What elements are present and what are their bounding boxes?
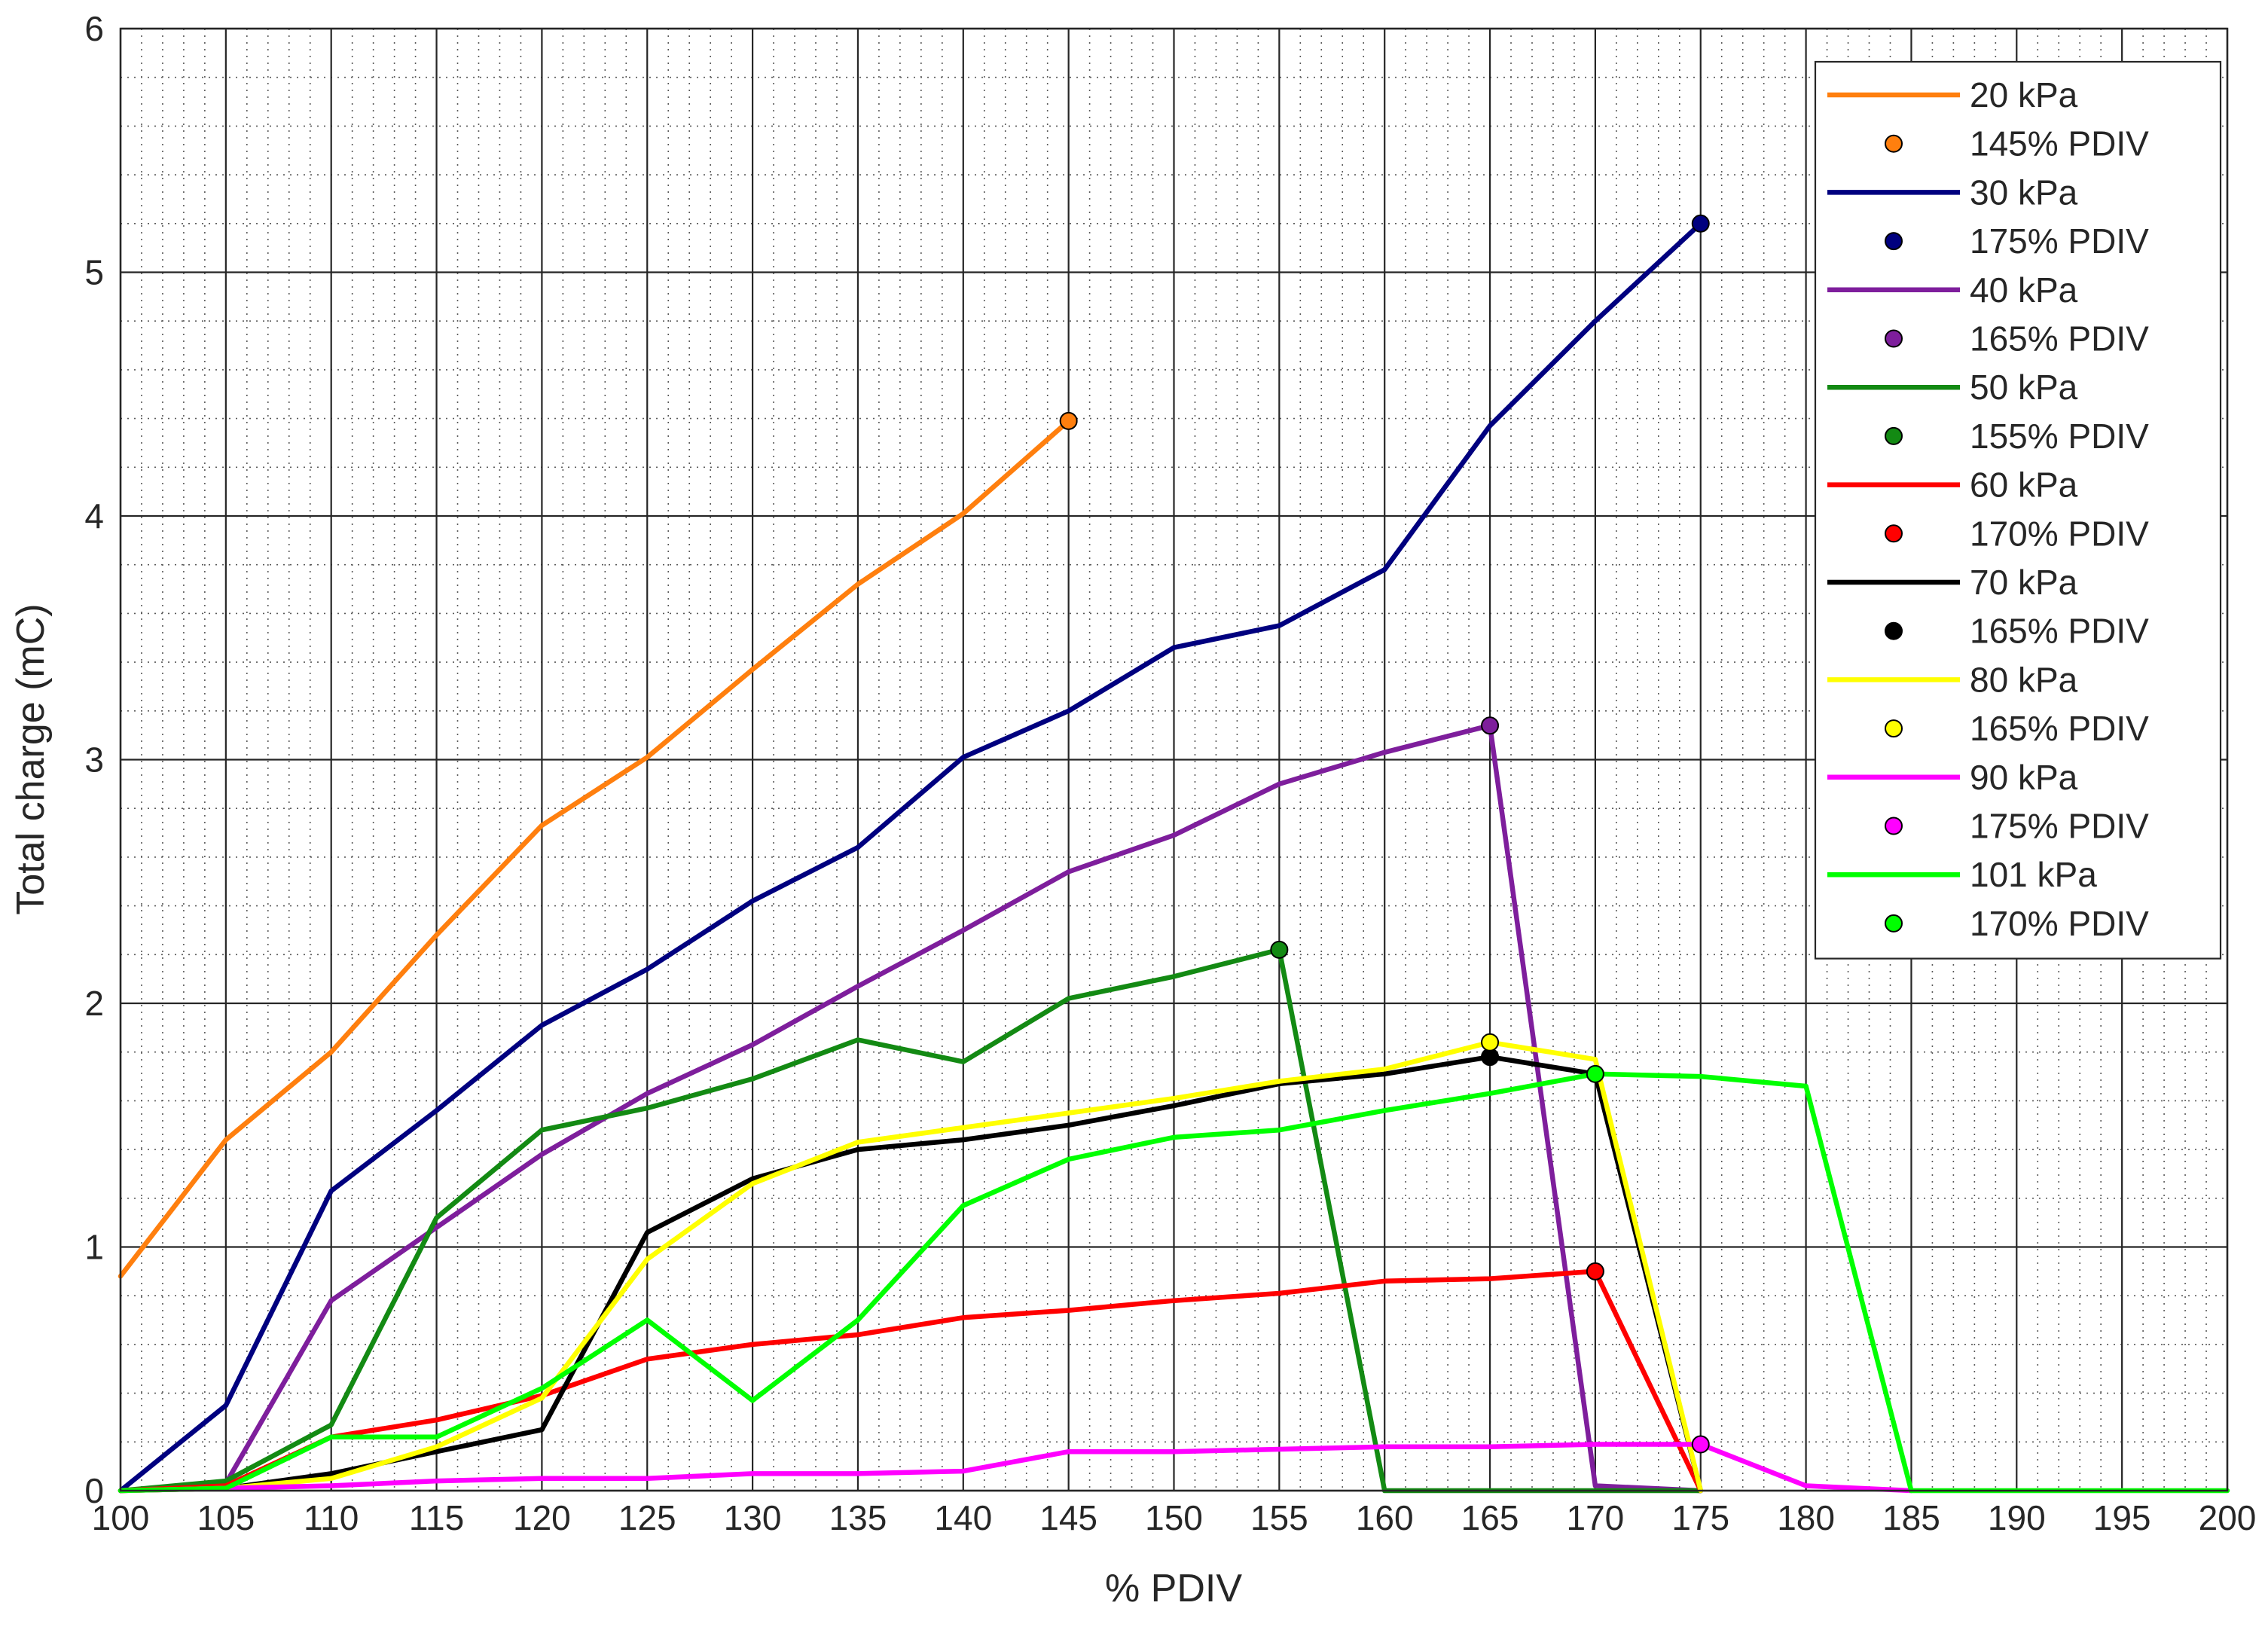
x-tick-label: 110 xyxy=(304,1498,359,1537)
x-tick-label: 155 xyxy=(1250,1498,1308,1537)
series-line-80-kpa xyxy=(118,1039,1704,1494)
legend-marker-70-kpa xyxy=(1885,621,1903,640)
legend-box xyxy=(1814,60,2222,960)
x-tick-label: 180 xyxy=(1777,1498,1835,1537)
x-tick-label: 190 xyxy=(1988,1498,2046,1537)
x-tick-label: 145 xyxy=(1039,1498,1097,1537)
y-tick-label: 2 xyxy=(84,984,104,1023)
x-axis-title: % PDIV xyxy=(1105,1567,1242,1610)
legend-marker-80-kpa xyxy=(1885,719,1903,738)
x-tick-label: 165 xyxy=(1461,1498,1519,1537)
series-marker-20-kpa xyxy=(1059,411,1078,430)
legend-marker-label-90-kpa: 175% PDIV xyxy=(1970,807,2149,846)
legend-marker-20-kpa xyxy=(1885,134,1903,153)
x-tick-label: 125 xyxy=(618,1498,676,1537)
y-tick-label: 5 xyxy=(84,253,104,292)
legend-label-101-kpa: 101 kPa xyxy=(1970,855,2097,894)
legend-marker-label-40-kpa: 165% PDIV xyxy=(1970,319,2149,359)
x-tick-label: 200 xyxy=(2199,1498,2257,1537)
legend-marker-label-70-kpa: 165% PDIV xyxy=(1970,612,2149,651)
y-axis-title: Total charge (mC) xyxy=(9,603,53,914)
legend-label-20-kpa: 20 kPa xyxy=(1970,75,2078,114)
series-marker-101-kpa xyxy=(1586,1064,1604,1083)
y-tick-label: 3 xyxy=(84,740,104,780)
x-tick-label: 105 xyxy=(197,1498,255,1537)
x-tick-label: 135 xyxy=(829,1498,887,1537)
plot-frame xyxy=(119,27,2229,1492)
x-tick-label: 130 xyxy=(724,1498,782,1537)
legend-marker-90-kpa xyxy=(1885,817,1903,835)
x-tick-label: 150 xyxy=(1145,1498,1203,1537)
legend-marker-label-80-kpa: 165% PDIV xyxy=(1970,709,2149,748)
series-marker-30-kpa xyxy=(1691,214,1710,233)
series-marker-80-kpa xyxy=(1481,1033,1500,1052)
x-tick-label: 120 xyxy=(513,1498,571,1537)
legend-label-70-kpa: 70 kPa xyxy=(1970,563,2078,602)
x-tick-label: 175 xyxy=(1671,1498,1729,1537)
series-line-60-kpa xyxy=(118,1268,1704,1494)
series-marker-90-kpa xyxy=(1691,1435,1710,1454)
legend-marker-60-kpa xyxy=(1885,524,1903,543)
x-tick-label: 115 xyxy=(409,1498,464,1537)
series-marker-50-kpa xyxy=(1270,940,1289,959)
series-marker-60-kpa xyxy=(1586,1262,1604,1281)
y-tick-label: 0 xyxy=(84,1471,104,1510)
legend-label-30-kpa: 30 kPa xyxy=(1970,172,2078,212)
y-tick-label: 6 xyxy=(84,9,104,48)
legend-label-40-kpa: 40 kPa xyxy=(1970,270,2078,310)
y-tick-labels: 0 1 2 3 4 5 6 xyxy=(84,9,104,1510)
legend-marker-label-30-kpa: 175% PDIV xyxy=(1970,221,2149,261)
x-tick-labels: 100 105 110 115 120 125 130 135 140 145 150 155 160 1… xyxy=(92,1498,2257,1537)
series-line-90-kpa xyxy=(118,1442,1914,1494)
legend-marker-label-101-kpa: 170% PDIV xyxy=(1970,904,2149,943)
x-tick-label: 170 xyxy=(1567,1498,1625,1537)
legend: 20 kPa 145% PDIV 30 kPa 175% PDIV 40 kPa 165%… xyxy=(1814,60,2222,960)
series-line-40-kpa xyxy=(118,722,1704,1494)
legend-marker-label-60-kpa: 170% PDIV xyxy=(1970,514,2149,553)
x-tick-label: 185 xyxy=(1882,1498,1940,1537)
x-tick-label: 195 xyxy=(2093,1498,2151,1537)
legend-marker-40-kpa xyxy=(1885,329,1903,348)
legend-label-90-kpa: 90 kPa xyxy=(1970,758,2078,797)
x-tick-label: 100 xyxy=(92,1498,150,1537)
series-line-30-kpa xyxy=(118,221,1704,1494)
series-line-20-kpa xyxy=(118,418,1071,1279)
legend-label-50-kpa: 50 kPa xyxy=(1970,368,2078,407)
legend-label-60-kpa: 60 kPa xyxy=(1970,466,2078,505)
y-tick-label: 4 xyxy=(84,496,104,536)
legend-marker-label-50-kpa: 155% PDIV xyxy=(1970,417,2149,456)
legend-marker-label-20-kpa: 145% PDIV xyxy=(1970,124,2149,163)
legend-label-80-kpa: 80 kPa xyxy=(1970,660,2078,699)
legend-marker-50-kpa xyxy=(1885,426,1903,445)
y-tick-label: 1 xyxy=(84,1228,104,1267)
legend-marker-101-kpa xyxy=(1885,914,1903,933)
x-tick-label: 140 xyxy=(934,1498,992,1537)
x-tick-label: 160 xyxy=(1356,1498,1414,1537)
legend-marker-30-kpa xyxy=(1885,232,1903,251)
series-line-101-kpa xyxy=(118,1071,2230,1494)
series-marker-40-kpa xyxy=(1481,716,1500,735)
